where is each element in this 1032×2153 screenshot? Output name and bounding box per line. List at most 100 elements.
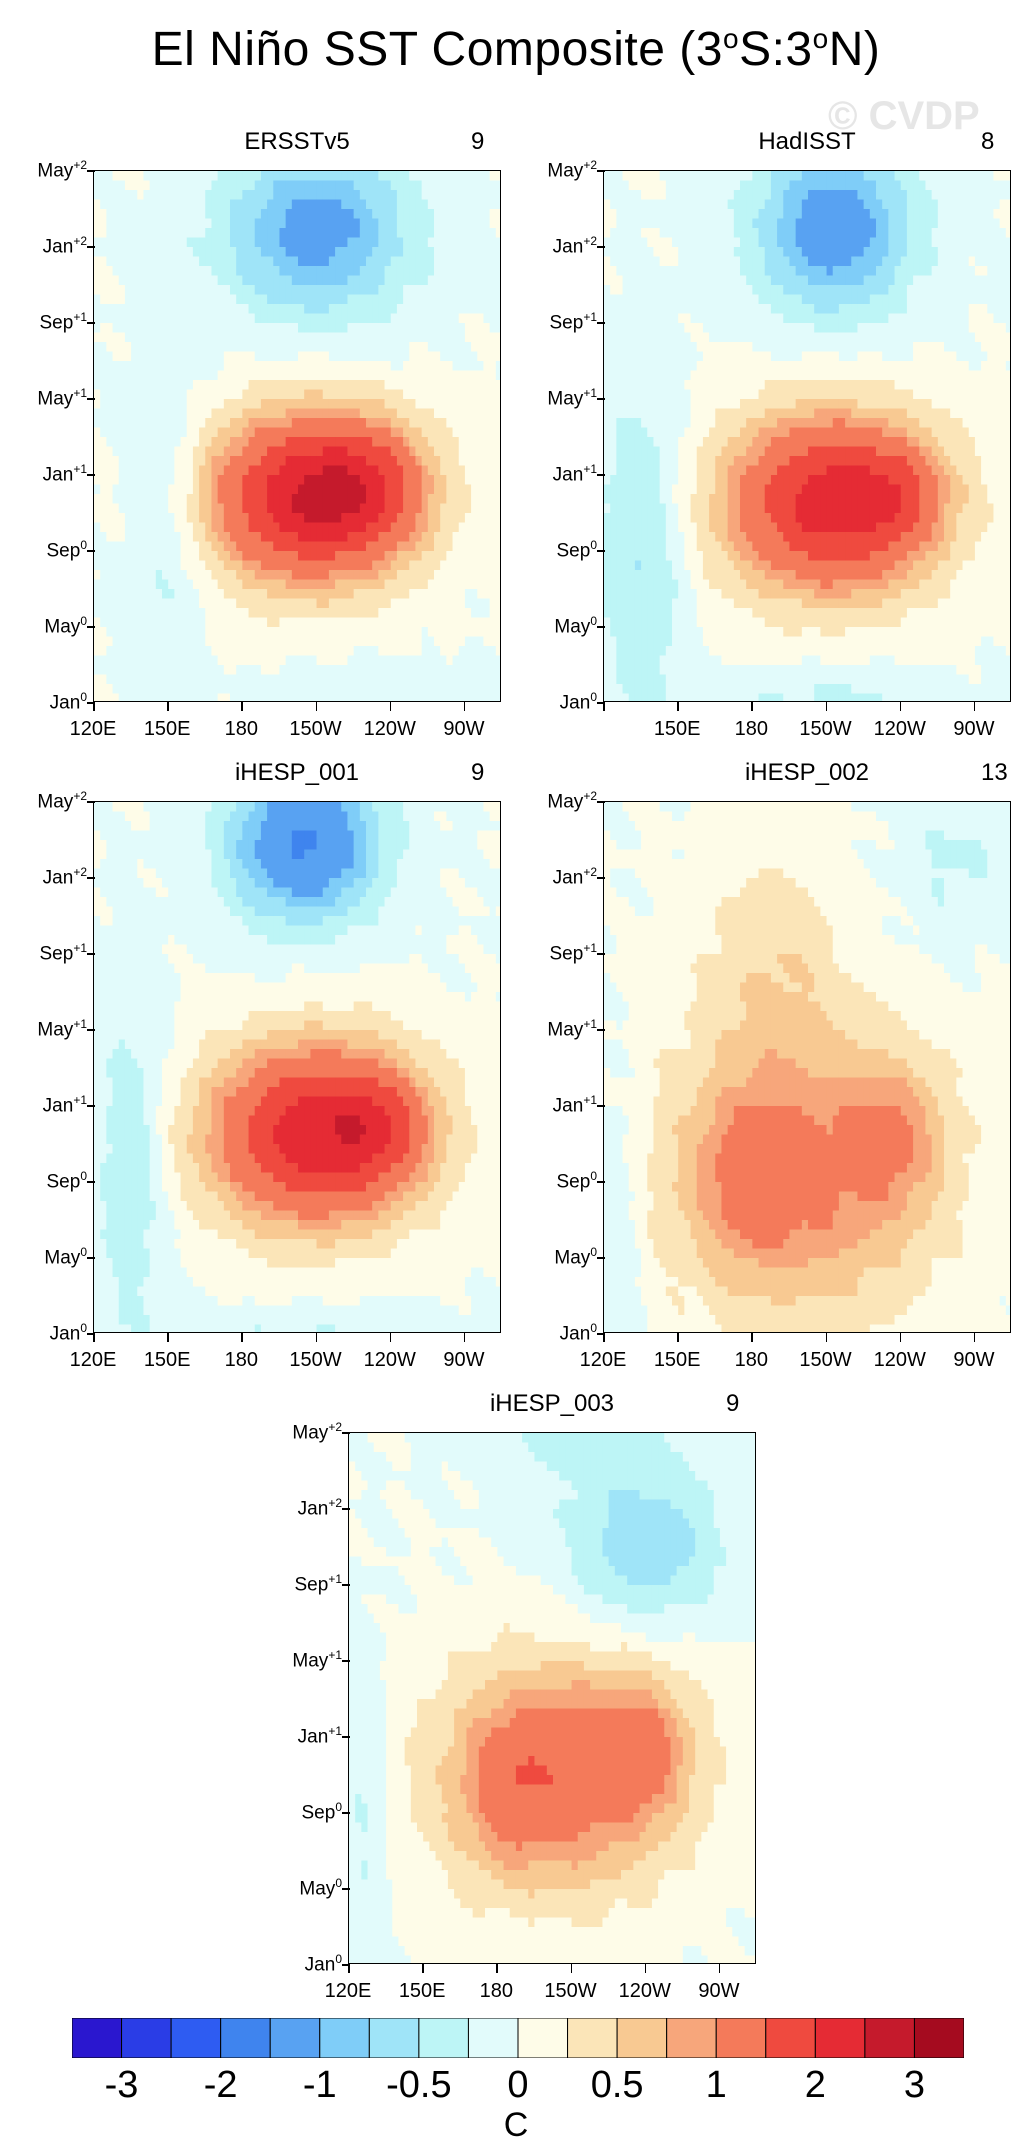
heatmap-cell [888,180,896,191]
heatmap-cell [764,256,772,267]
heatmap-cell [690,304,698,315]
heatmap-cell [143,484,151,495]
heatmap-cell [192,389,200,400]
heatmap-cell [230,351,237,362]
heatmap-cell [746,237,753,248]
heatmap-cell [378,361,386,372]
heatmap-cell [328,380,336,391]
heatmap-cell [477,361,485,372]
heatmap-cell [471,399,478,410]
heatmap-cell [205,380,213,391]
heatmap-cell [888,218,896,229]
heatmap-cell [464,437,472,448]
heatmap-cell [162,627,169,638]
heatmap-cell [628,351,636,362]
heatmap-cell [335,389,342,400]
heatmap-cell [223,313,231,324]
heatmap-cell [770,332,778,343]
heatmap-cell [137,171,145,182]
heatmap-cell [254,560,262,571]
heatmap-cell [653,171,661,182]
heatmap-cell [838,218,846,229]
heatmap-cell [236,655,243,666]
heatmap-cell [727,237,735,248]
heatmap-cell [180,437,188,448]
heatmap-cell [353,693,361,701]
heatmap-cell [335,408,342,419]
heatmap-cell [851,180,859,191]
heatmap-cell [390,646,398,657]
heatmap-cell [974,294,982,305]
heatmap-cell [390,446,398,457]
heatmap-cell [968,171,976,182]
heatmap-cell [180,199,188,210]
heatmap-cell [335,598,342,609]
heatmap-cell [616,294,624,305]
heatmap-cell [279,342,287,353]
heatmap-cell [155,237,163,248]
heatmap-cell [186,437,194,448]
heatmap-cell [489,370,497,381]
heatmap-cell [353,484,361,495]
heatmap-cell [684,304,692,315]
heatmap-cell [131,627,138,638]
heatmap-cell [118,380,126,391]
heatmap-cell [372,237,379,248]
heatmap-cell [328,294,336,305]
heatmap-cell [628,313,636,324]
heatmap-cell [495,370,500,381]
heatmap-cell [118,617,126,628]
heatmap-cell [180,503,188,514]
heatmap-cell [335,171,342,182]
heatmap-cell [434,351,441,362]
heatmap-cell [622,209,630,220]
heatmap-cell [310,437,318,448]
heatmap-cell [814,342,821,353]
heatmap-cell [446,608,454,619]
heatmap-cell [981,199,988,210]
heatmap-cell [672,180,679,191]
heatmap-cell [378,541,386,552]
heatmap-cell [489,247,497,258]
heatmap-cell [310,560,318,571]
heatmap-cell [310,313,318,324]
heatmap-cell [162,608,169,619]
heatmap-cell [322,237,330,248]
heatmap-cell [471,456,478,467]
heatmap-cell [192,437,200,448]
heatmap-cell [665,304,673,315]
heatmap-cell [372,541,379,552]
heatmap-cell [143,171,151,182]
heatmap-cell [665,180,673,191]
heatmap-cell [248,332,256,343]
heatmap-cell [217,636,225,647]
heatmap-cell [285,617,293,628]
heatmap-cell [124,646,132,657]
heatmap-cell [100,627,107,638]
heatmap-cell [483,313,491,324]
heatmap-cell [322,560,330,571]
heatmap-cell [384,617,392,628]
heatmap-cell [820,285,828,296]
heatmap-cell [217,342,225,353]
heatmap-cell [230,579,237,590]
heatmap-cell [304,475,311,486]
heatmap-cell [124,313,132,324]
heatmap-cell [100,190,107,201]
heatmap-cell [715,218,723,229]
heatmap-cell [950,209,957,220]
heatmap-cell [372,304,379,315]
heatmap-cell [223,275,231,286]
heatmap-cell [205,370,213,381]
heatmap-cell [298,655,305,666]
heatmap-cell [1005,313,1010,324]
heatmap-cell [366,294,373,305]
heatmap-cell [832,199,840,210]
heatmap-cell [310,361,318,372]
heatmap-cell [149,475,157,486]
heatmap-cell [477,389,485,400]
heatmap-cell [155,399,163,410]
heatmap-cell [106,655,114,666]
heatmap-cell [869,256,877,267]
heatmap-cell [653,304,661,315]
